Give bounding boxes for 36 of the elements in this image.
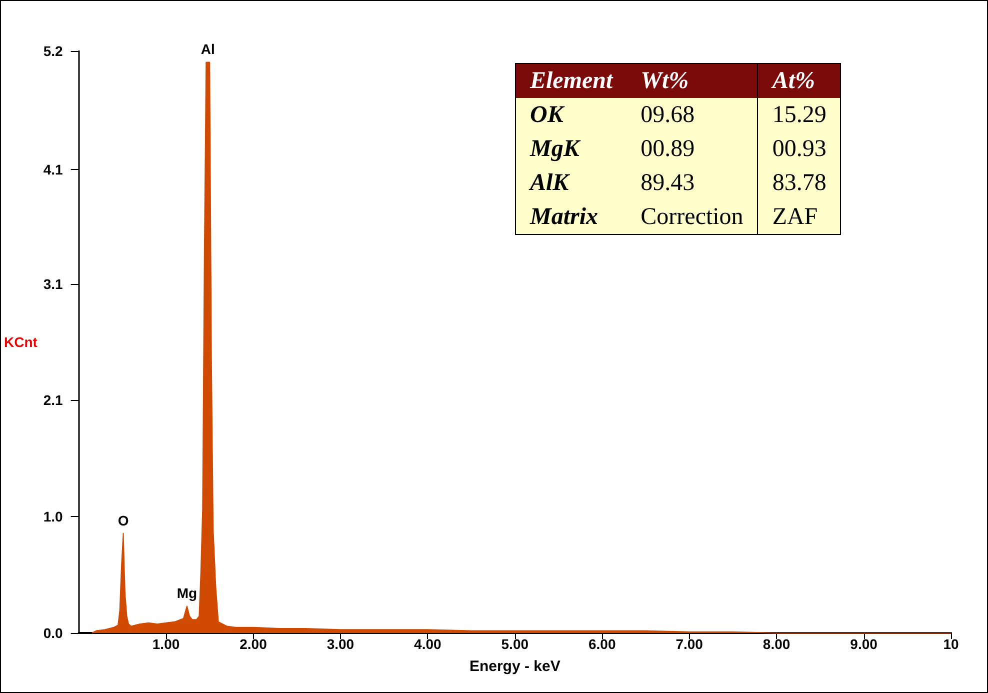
x-tick-label: 4.00 (414, 636, 442, 652)
annotation: 15.29 (758, 98, 841, 132)
x-tick-label: 7.00 (676, 636, 704, 652)
annotation: 89.43 (640, 169, 696, 198)
y-tick-label: 3.1 (43, 276, 64, 292)
annotation: MgK (528, 135, 582, 164)
annotation: Correction (640, 203, 744, 232)
x-tick-label: 2.00 (240, 636, 268, 652)
annotation: 09.68 (640, 101, 696, 130)
annotation: Wt% (626, 64, 758, 98)
x-tick-label: 10 (943, 636, 959, 652)
annotation: Matrix (528, 203, 600, 232)
annotation: Mg (176, 585, 198, 602)
annotation: 00.93 (758, 132, 841, 166)
annotation: 00.89 (640, 135, 696, 164)
annotation: ZAF (758, 200, 841, 234)
annotation: O (118, 512, 129, 528)
y-tick-label: 0.0 (43, 625, 64, 641)
x-tick-label: 6.00 (588, 636, 616, 652)
annotation: AlK (528, 169, 571, 198)
y-tick-label: 2.1 (43, 392, 64, 408)
annotation: 83.78 (758, 166, 841, 200)
x-axis-title: Energy - keV (469, 658, 560, 675)
annotation: OK (529, 101, 566, 130)
y-tick-label: 5.2 (43, 43, 64, 59)
y-tick-label: 1.0 (43, 508, 64, 525)
annotation: At% (758, 64, 841, 98)
annotation: Element (516, 64, 627, 98)
x-tick-label: 8.00 (762, 636, 790, 652)
y-tick-label: 4.1 (43, 162, 64, 178)
annotation: Al (200, 41, 215, 58)
x-tick-label: 1.00 (152, 636, 180, 652)
x-tick-label: 9.00 (850, 636, 878, 652)
x-tick-label: 5.00 (501, 636, 529, 652)
y-axis-title: KCnt (4, 334, 38, 350)
x-tick-label: 3.00 (326, 636, 354, 652)
